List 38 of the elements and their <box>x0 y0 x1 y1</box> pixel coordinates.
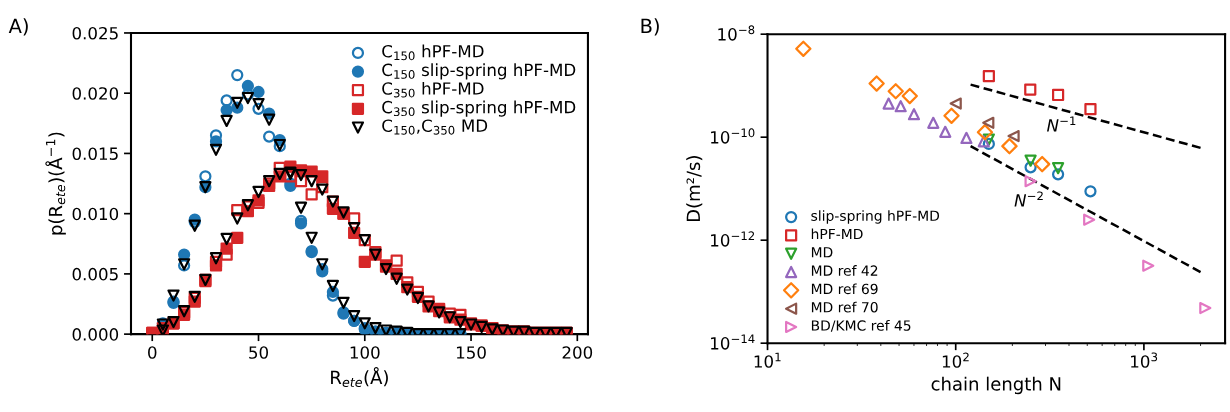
x-axis-title: chain length N <box>931 376 1061 395</box>
x-tick-label: 0 <box>148 346 157 359</box>
legend-label: slip-spring hPF-MD <box>811 210 940 224</box>
y-tick-label: 0.000 <box>72 328 119 341</box>
y-tick-label: 0.010 <box>72 207 119 221</box>
x-axis-title: R$_{ete}$(Å) <box>331 367 388 388</box>
x-tick-label: 50 <box>249 346 269 359</box>
x-tick-label: 10$^{3}$ <box>1131 352 1158 368</box>
legend-label: C$_{350}$ slip-spring hPF-MD <box>382 100 576 117</box>
x-tick-label: 10$^{2}$ <box>942 352 969 368</box>
y-axis-title: p(R$_{ete}$)(Å$^{−1}$) <box>45 132 66 235</box>
legend-label: C$_{150}$ hPF-MD <box>382 44 484 61</box>
text: B) <box>641 18 659 36</box>
y-axis-title: D(m²/s) <box>686 156 703 222</box>
y-tick-label: 10$^{−8}$ <box>718 25 755 41</box>
legend-label: MD ref 42 <box>811 265 878 276</box>
legend-label: MD ref 69 <box>811 283 878 295</box>
legend-label: hPF-MD <box>811 228 863 240</box>
y-tick-label: 10$^{−12}$ <box>711 231 755 247</box>
legend-label: BD/KMC ref 45 <box>811 320 911 332</box>
x-tick-label: 100 <box>350 346 380 359</box>
y-tick-label: 10$^{−14}$ <box>711 334 755 350</box>
legend-label: MD ref 70 <box>811 301 878 313</box>
y-tick-label: 0.025 <box>72 26 118 40</box>
x-tick-label: 200 <box>562 346 593 359</box>
y-tick-label: 0.020 <box>72 87 119 100</box>
legend-label: MD <box>811 247 833 258</box>
legend-label: C$_{150}$ slip-spring hPF-MD <box>382 63 576 80</box>
annotation: N$^{−1}$ <box>1047 116 1076 132</box>
annotation: N$^{−2}$ <box>1014 191 1043 207</box>
y-tick-label: 10$^{−10}$ <box>711 128 755 144</box>
text: A) <box>8 18 28 36</box>
x-tick-label: 150 <box>456 346 486 359</box>
x-tick-label: 10$^{1}$ <box>754 352 781 368</box>
legend-label: C$_{350}$ hPF-MD <box>382 81 484 98</box>
y-tick-label: 0.005 <box>72 267 118 281</box>
legend-label: C$_{150}$,C$_{350}$ MD <box>382 119 488 135</box>
y-tick-label: 0.015 <box>72 147 118 160</box>
